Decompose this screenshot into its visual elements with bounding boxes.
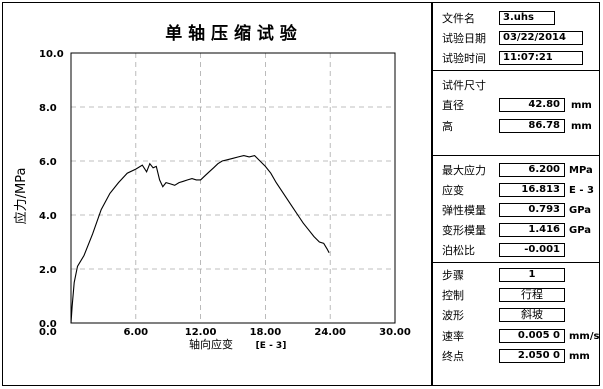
diameter-label: 直径 bbox=[442, 99, 464, 112]
diameter-field: 42.80 bbox=[499, 98, 565, 112]
section-divider bbox=[433, 155, 599, 156]
test-date-field: 03/22/2014 bbox=[499, 31, 583, 45]
y-tick-label: 4.0 bbox=[39, 211, 57, 222]
max-stress-label: 最大应力 bbox=[442, 164, 486, 177]
specimen-size-title: 试件尺寸 bbox=[442, 79, 486, 92]
x-tick-label: 30.00 bbox=[379, 327, 411, 338]
max-stress-field: 6.200 bbox=[499, 163, 565, 177]
deformation-modulus-label: 变形模量 bbox=[442, 224, 486, 237]
max-stress-unit: MPa bbox=[569, 165, 593, 176]
height-field: 86.78 bbox=[499, 119, 565, 133]
waveform-field: 斜坡 bbox=[499, 308, 565, 322]
step-field: 1 bbox=[499, 268, 565, 282]
plot-frame bbox=[70, 52, 396, 324]
poisson-ratio-label: 泊松比 bbox=[442, 244, 475, 257]
file-name-field: 3.uhs bbox=[499, 11, 555, 25]
file-name-label: 文件名 bbox=[442, 12, 475, 25]
test-date-label: 试验日期 bbox=[442, 32, 486, 45]
deformation-modulus-unit: GPa bbox=[569, 225, 592, 236]
x-tick-label: 0.0 bbox=[39, 327, 57, 338]
x-tick-label: 18.00 bbox=[250, 327, 282, 338]
end-point-unit: mm bbox=[569, 351, 590, 362]
strain-field: 16.813 bbox=[499, 183, 565, 197]
stress-strain-curve bbox=[70, 154, 330, 324]
strain-unit: E - 3 bbox=[569, 185, 594, 196]
test-time-field: 11:07:21 bbox=[499, 51, 583, 65]
y-axis-label: 应力/MPa bbox=[13, 168, 29, 225]
diameter-unit: mm bbox=[571, 100, 592, 111]
rate-unit: mm/s bbox=[569, 331, 600, 342]
chart-title: 单 轴 压 缩 试 验 bbox=[165, 23, 298, 44]
strain-label: 应变 bbox=[442, 184, 464, 197]
x-tick-labels: 0.0 6.00 12.00 18.00 24.00 30.00 bbox=[39, 327, 411, 338]
control-mode-label: 控制 bbox=[442, 289, 464, 302]
y-tick-label: 2.0 bbox=[39, 265, 57, 276]
rate-field: 0.005 0 bbox=[499, 329, 565, 343]
end-point-label: 终点 bbox=[442, 350, 464, 363]
deformation-modulus-field: 1.416 bbox=[499, 223, 565, 237]
end-point-field: 2.050 0 bbox=[499, 349, 565, 363]
y-tick-labels: 0.0 2.0 4.0 6.0 8.0 10.0 bbox=[39, 49, 64, 330]
x-axis-unit: [E - 3] bbox=[256, 341, 287, 351]
step-label: 步骤 bbox=[442, 269, 464, 282]
x-axis-label: 轴向应变 bbox=[189, 337, 233, 351]
rate-label: 速率 bbox=[442, 330, 464, 343]
elastic-modulus-label: 弹性模量 bbox=[442, 204, 486, 217]
x-tick-label: 12.00 bbox=[185, 327, 217, 338]
y-tick-label: 0.0 bbox=[39, 319, 57, 330]
info-panel: 文件名 3.uhs 试验日期 03/22/2014 试验时间 11:07:21 … bbox=[433, 3, 599, 385]
poisson-ratio-field: -0.001 bbox=[499, 243, 565, 257]
y-tick-label: 6.0 bbox=[39, 157, 57, 168]
control-mode-field: 行程 bbox=[499, 288, 565, 302]
y-tick-label: 10.0 bbox=[39, 49, 64, 60]
x-tick-label: 6.00 bbox=[123, 327, 148, 338]
x-tick-label: 24.00 bbox=[314, 327, 346, 338]
stress-strain-chart: 单 轴 压 缩 试 验 0.0 2.0 4.0 6.0 8.0 10.0 0.0 6.00 1… bbox=[13, 23, 411, 351]
test-time-label: 试验时间 bbox=[442, 52, 486, 65]
section-divider bbox=[433, 70, 599, 71]
section-divider bbox=[433, 262, 599, 263]
chart-grid bbox=[71, 53, 395, 323]
test-report-window: 单 轴 压 缩 试 验 0.0 2.0 4.0 6.0 8.0 10.0 0.0 6.00 1… bbox=[2, 2, 600, 386]
elastic-modulus-field: 0.793 bbox=[499, 203, 565, 217]
height-label: 高 bbox=[442, 120, 453, 133]
y-tick-label: 8.0 bbox=[39, 103, 57, 114]
height-unit: mm bbox=[571, 121, 592, 132]
waveform-label: 波形 bbox=[442, 309, 464, 322]
panel-divider bbox=[431, 3, 433, 385]
stress-strain-chart-panel: 单 轴 压 缩 试 验 0.0 2.0 4.0 6.0 8.0 10.0 0.0 6.00 1… bbox=[3, 3, 431, 385]
elastic-modulus-unit: GPa bbox=[569, 205, 592, 216]
